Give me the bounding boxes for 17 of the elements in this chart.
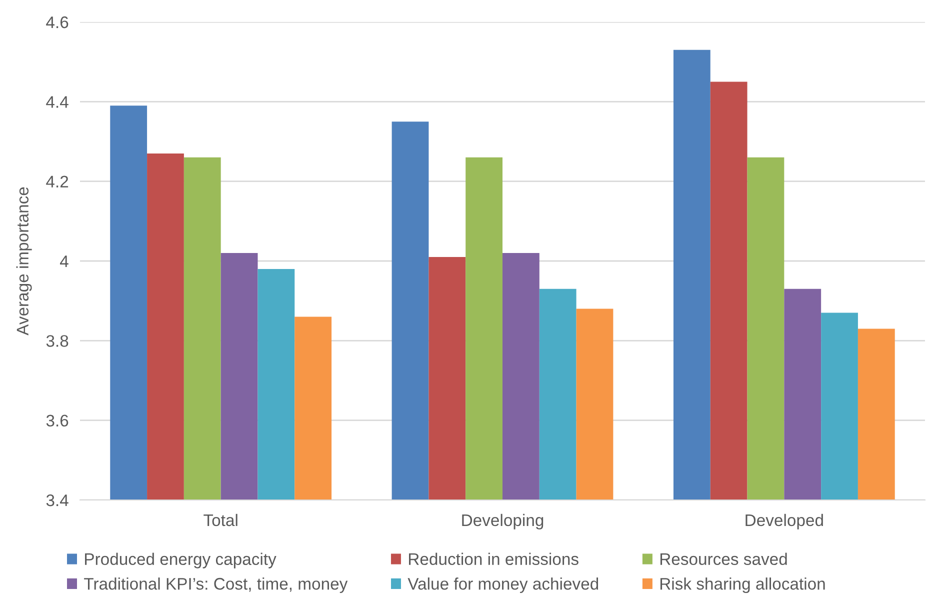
legend-label: Resources saved <box>660 552 787 566</box>
legend-label: Reduction in emissions <box>409 552 578 566</box>
y-tick-label: 3.4 <box>46 494 68 506</box>
y-tick-label: 4.4 <box>46 96 68 108</box>
legend-label: Value for money achieved <box>408 577 598 594</box>
legend-label: Produced energy capacity <box>85 552 276 568</box>
x-tick-label: Developing <box>462 514 544 530</box>
y-tick-label: 4 <box>60 256 68 268</box>
x-tick-label: Developed <box>746 514 823 530</box>
y-tick-label: 3.8 <box>46 335 68 347</box>
y-tick-label: 4.2 <box>46 176 68 188</box>
y-axis-title: Average importance <box>16 187 32 336</box>
y-tick-label: 3.6 <box>46 414 68 427</box>
legend-label: Traditional KPI’s: Cost, time, money <box>84 577 348 594</box>
legend-label: Risk sharing allocation <box>660 577 825 594</box>
y-tick-label: 4.6 <box>46 16 68 28</box>
x-tick-label: Total <box>204 514 238 526</box>
